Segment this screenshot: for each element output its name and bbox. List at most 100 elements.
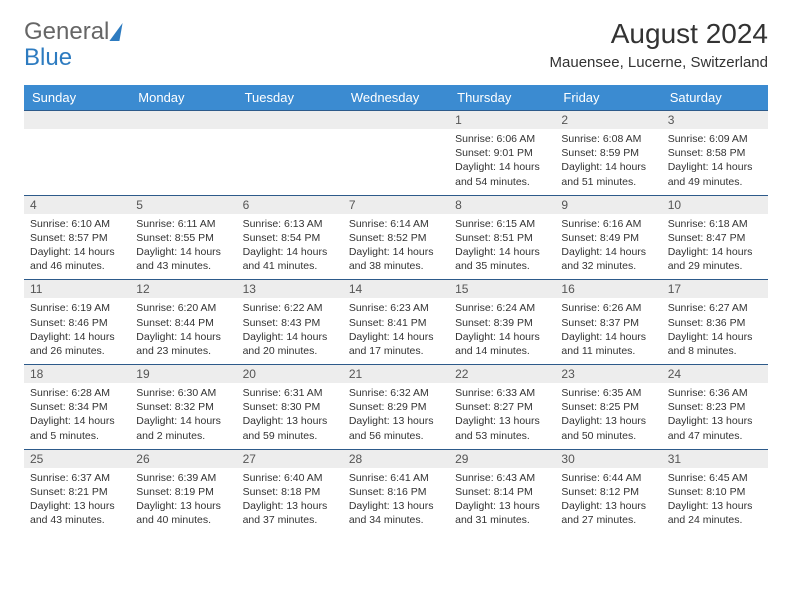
day-number-cell: 14 (343, 280, 449, 299)
sunset-text: Sunset: 8:47 PM (668, 231, 762, 245)
day-number-cell: 9 (555, 195, 661, 214)
sunset-text: Sunset: 8:49 PM (561, 231, 655, 245)
daylight-text: Daylight: 14 hours and 26 minutes. (30, 330, 124, 358)
location-text: Mauensee, Lucerne, Switzerland (550, 54, 768, 71)
day-detail-cell: Sunrise: 6:13 AMSunset: 8:54 PMDaylight:… (237, 214, 343, 280)
day-detail-cell (130, 129, 236, 195)
day-number-cell: 31 (662, 449, 768, 468)
day-number-cell: 19 (130, 365, 236, 384)
week-detail-row: Sunrise: 6:28 AMSunset: 8:34 PMDaylight:… (24, 383, 768, 449)
sunrise-text: Sunrise: 6:30 AM (136, 386, 230, 400)
sunset-text: Sunset: 8:29 PM (349, 400, 443, 414)
week-daynum-row: 123 (24, 111, 768, 130)
sunset-text: Sunset: 8:55 PM (136, 231, 230, 245)
sunrise-text: Sunrise: 6:08 AM (561, 132, 655, 146)
brand-part2: Blue (24, 44, 72, 71)
week-detail-row: Sunrise: 6:10 AMSunset: 8:57 PMDaylight:… (24, 214, 768, 280)
sunrise-text: Sunrise: 6:09 AM (668, 132, 762, 146)
sunset-text: Sunset: 8:44 PM (136, 316, 230, 330)
daylight-text: Daylight: 13 hours and 27 minutes. (561, 499, 655, 527)
sunset-text: Sunset: 8:18 PM (243, 485, 337, 499)
sunset-text: Sunset: 8:54 PM (243, 231, 337, 245)
sunset-text: Sunset: 8:43 PM (243, 316, 337, 330)
week-detail-row: Sunrise: 6:19 AMSunset: 8:46 PMDaylight:… (24, 298, 768, 364)
day-detail-cell: Sunrise: 6:10 AMSunset: 8:57 PMDaylight:… (24, 214, 130, 280)
sunrise-text: Sunrise: 6:36 AM (668, 386, 762, 400)
sunset-text: Sunset: 8:23 PM (668, 400, 762, 414)
sunset-text: Sunset: 8:41 PM (349, 316, 443, 330)
daylight-text: Daylight: 14 hours and 23 minutes. (136, 330, 230, 358)
daylight-text: Daylight: 13 hours and 37 minutes. (243, 499, 337, 527)
daylight-text: Daylight: 13 hours and 59 minutes. (243, 414, 337, 442)
day-detail-cell: Sunrise: 6:44 AMSunset: 8:12 PMDaylight:… (555, 468, 661, 534)
sunrise-text: Sunrise: 6:22 AM (243, 301, 337, 315)
sunset-text: Sunset: 8:36 PM (668, 316, 762, 330)
sunrise-text: Sunrise: 6:39 AM (136, 471, 230, 485)
day-detail-cell: Sunrise: 6:27 AMSunset: 8:36 PMDaylight:… (662, 298, 768, 364)
day-detail-cell: Sunrise: 6:09 AMSunset: 8:58 PMDaylight:… (662, 129, 768, 195)
sunset-text: Sunset: 8:39 PM (455, 316, 549, 330)
day-detail-cell: Sunrise: 6:20 AMSunset: 8:44 PMDaylight:… (130, 298, 236, 364)
day-number-cell: 1 (449, 111, 555, 130)
day-detail-cell: Sunrise: 6:31 AMSunset: 8:30 PMDaylight:… (237, 383, 343, 449)
month-title: August 2024 (550, 18, 768, 50)
daylight-text: Daylight: 14 hours and 54 minutes. (455, 160, 549, 188)
sunrise-text: Sunrise: 6:16 AM (561, 217, 655, 231)
sunrise-text: Sunrise: 6:23 AM (349, 301, 443, 315)
day-number-cell: 16 (555, 280, 661, 299)
daylight-text: Daylight: 14 hours and 14 minutes. (455, 330, 549, 358)
sunset-text: Sunset: 8:58 PM (668, 146, 762, 160)
day-number-cell: 7 (343, 195, 449, 214)
day-detail-cell: Sunrise: 6:32 AMSunset: 8:29 PMDaylight:… (343, 383, 449, 449)
day-detail-cell: Sunrise: 6:36 AMSunset: 8:23 PMDaylight:… (662, 383, 768, 449)
day-number-cell: 23 (555, 365, 661, 384)
sunrise-text: Sunrise: 6:10 AM (30, 217, 124, 231)
day-detail-cell: Sunrise: 6:23 AMSunset: 8:41 PMDaylight:… (343, 298, 449, 364)
sunrise-text: Sunrise: 6:45 AM (668, 471, 762, 485)
week-detail-row: Sunrise: 6:37 AMSunset: 8:21 PMDaylight:… (24, 468, 768, 534)
day-number-cell: 11 (24, 280, 130, 299)
day-detail-cell: Sunrise: 6:40 AMSunset: 8:18 PMDaylight:… (237, 468, 343, 534)
brand-logo: General (24, 18, 121, 46)
sunrise-text: Sunrise: 6:28 AM (30, 386, 124, 400)
sunset-text: Sunset: 8:16 PM (349, 485, 443, 499)
day-number-cell (237, 111, 343, 130)
sunset-text: Sunset: 8:27 PM (455, 400, 549, 414)
daylight-text: Daylight: 13 hours and 47 minutes. (668, 414, 762, 442)
sunset-text: Sunset: 8:37 PM (561, 316, 655, 330)
daylight-text: Daylight: 14 hours and 5 minutes. (30, 414, 124, 442)
day-number-cell: 18 (24, 365, 130, 384)
daylight-text: Daylight: 13 hours and 53 minutes. (455, 414, 549, 442)
daylight-text: Daylight: 13 hours and 43 minutes. (30, 499, 124, 527)
sunset-text: Sunset: 8:25 PM (561, 400, 655, 414)
daylight-text: Daylight: 14 hours and 29 minutes. (668, 245, 762, 273)
day-header: Saturday (662, 85, 768, 111)
day-number-cell: 13 (237, 280, 343, 299)
day-number-cell: 24 (662, 365, 768, 384)
daylight-text: Daylight: 13 hours and 50 minutes. (561, 414, 655, 442)
day-detail-cell: Sunrise: 6:43 AMSunset: 8:14 PMDaylight:… (449, 468, 555, 534)
day-detail-cell: Sunrise: 6:18 AMSunset: 8:47 PMDaylight:… (662, 214, 768, 280)
title-block: August 2024 Mauensee, Lucerne, Switzerla… (550, 18, 768, 71)
sunrise-text: Sunrise: 6:26 AM (561, 301, 655, 315)
daylight-text: Daylight: 14 hours and 51 minutes. (561, 160, 655, 188)
day-detail-cell: Sunrise: 6:28 AMSunset: 8:34 PMDaylight:… (24, 383, 130, 449)
sunrise-text: Sunrise: 6:14 AM (349, 217, 443, 231)
day-number-cell: 21 (343, 365, 449, 384)
sunset-text: Sunset: 8:10 PM (668, 485, 762, 499)
day-number-cell: 20 (237, 365, 343, 384)
day-detail-cell: Sunrise: 6:11 AMSunset: 8:55 PMDaylight:… (130, 214, 236, 280)
day-detail-cell: Sunrise: 6:39 AMSunset: 8:19 PMDaylight:… (130, 468, 236, 534)
day-detail-cell: Sunrise: 6:33 AMSunset: 8:27 PMDaylight:… (449, 383, 555, 449)
day-number-cell: 3 (662, 111, 768, 130)
day-detail-cell (343, 129, 449, 195)
week-daynum-row: 18192021222324 (24, 365, 768, 384)
day-detail-cell: Sunrise: 6:15 AMSunset: 8:51 PMDaylight:… (449, 214, 555, 280)
daylight-text: Daylight: 14 hours and 11 minutes. (561, 330, 655, 358)
sunrise-text: Sunrise: 6:44 AM (561, 471, 655, 485)
day-number-cell: 26 (130, 449, 236, 468)
day-number-cell: 4 (24, 195, 130, 214)
sunrise-text: Sunrise: 6:31 AM (243, 386, 337, 400)
day-detail-cell: Sunrise: 6:26 AMSunset: 8:37 PMDaylight:… (555, 298, 661, 364)
daylight-text: Daylight: 13 hours and 24 minutes. (668, 499, 762, 527)
